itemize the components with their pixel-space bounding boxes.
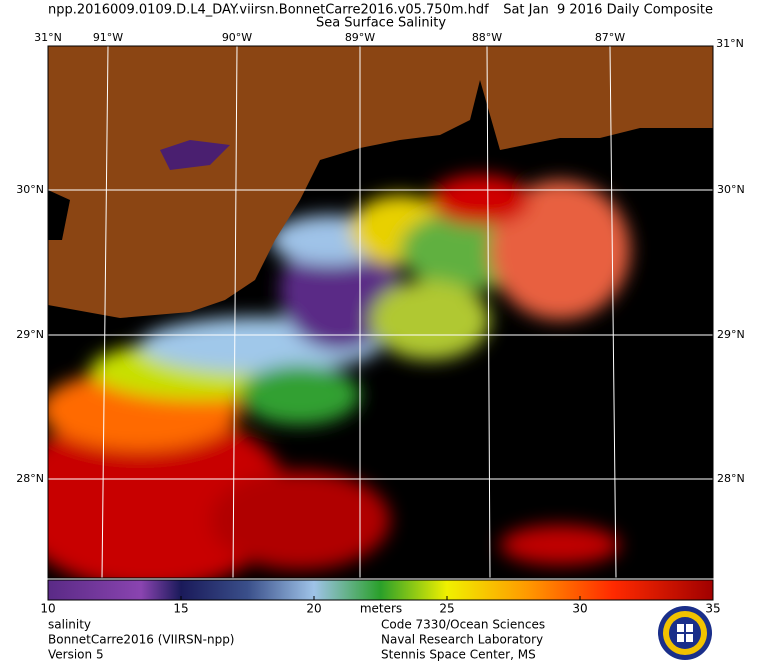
footer-text: Stennis Space Center, MS [381, 648, 536, 662]
colorbar-tick-label: 20 [306, 602, 321, 616]
footer-text: Version 5 [48, 648, 104, 662]
latitude-label: 30°N [717, 183, 745, 196]
footer-text: Code 7330/Ocean Sciences [381, 618, 545, 632]
longitude-label: 89°W [345, 31, 375, 44]
longitude-label: 87°W [595, 31, 625, 44]
longitude-label: 88°W [472, 31, 502, 44]
latitude-label: 28°N [717, 472, 745, 485]
footer-text: salinity [48, 618, 91, 632]
map [48, 46, 713, 578]
latitude-label: 29°N [16, 328, 44, 341]
corner-label: 31°N [716, 37, 744, 50]
latitude-label: 30°N [16, 183, 44, 196]
footer-text: Naval Research Laboratory [381, 633, 543, 647]
corner-label: 31°N [34, 31, 62, 44]
colorbar-tick-label: 25 [439, 602, 454, 616]
latitude-label: 28°N [16, 472, 44, 485]
filename: npp.2016009.0109.D.L4_DAY.viirsn.BonnetC… [48, 3, 489, 18]
colorbar-tick-label: 35 [705, 602, 720, 616]
longitude-label: 91°W [93, 31, 123, 44]
map-labels: 31°N 31°N 91°W 90°W 89°W 88°W 87°W 30°N … [16, 31, 744, 485]
latitude-label: 29°N [717, 328, 745, 341]
colorbar-ticks: 10 15 20 25 30 35 [40, 596, 721, 616]
logo [658, 606, 712, 660]
title: Sea Surface Salinity [316, 16, 446, 31]
map-frame [47, 45, 714, 579]
colorbar-tick-label: 15 [173, 602, 188, 616]
colorbar-tick-label: 30 [572, 602, 587, 616]
date: Sat Jan 9 2016 Daily Composite [503, 3, 713, 18]
footer-text: BonnetCarre2016 (VIIRSN-npp) [48, 633, 235, 647]
colorbar-label: meters [360, 602, 402, 616]
longitude-label: 90°W [222, 31, 252, 44]
colorbar [47, 579, 714, 601]
colorbar-tick-label: 10 [40, 602, 55, 616]
